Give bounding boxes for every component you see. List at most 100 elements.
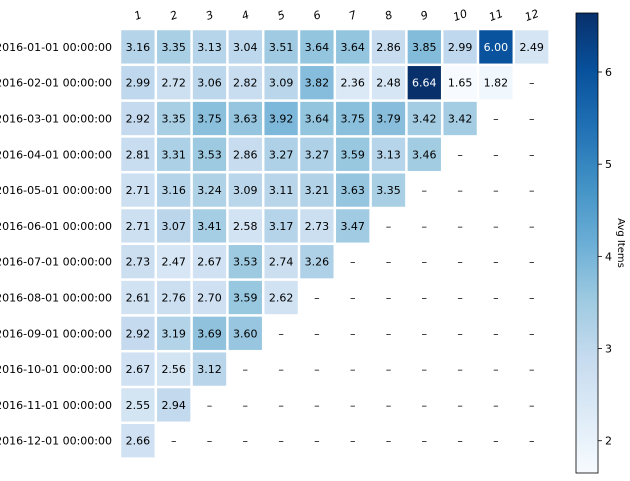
cell-rect	[228, 245, 262, 279]
cell-value-label: 3.12	[197, 363, 222, 376]
heatmap-cell: –	[457, 220, 463, 233]
heatmap-cell: 3.06	[192, 66, 227, 100]
heatmap-cell: –	[457, 327, 463, 340]
row-label: 2016-02-01 00:00:00	[0, 77, 112, 90]
cell-missing-label: –	[278, 435, 284, 448]
cell-missing-label: –	[529, 113, 535, 126]
cell-value-label: 3.51	[269, 41, 294, 54]
cell-rect	[192, 101, 227, 136]
row-label: 2016-12-01 00:00:00	[0, 435, 112, 448]
cell-rect	[443, 66, 477, 100]
cell-missing-label: –	[493, 327, 499, 340]
cell-missing-label: –	[422, 292, 428, 305]
heatmap-cell: 3.13	[371, 137, 406, 171]
heatmap-cell: 2.99	[121, 66, 155, 100]
cell-rect	[228, 173, 262, 207]
heatmap-cell: 3.64	[300, 101, 334, 136]
cell-rect	[407, 30, 441, 64]
cell-rect	[300, 245, 334, 279]
cell-value-label: 3.92	[269, 113, 294, 126]
heatmap-cell: 3.59	[336, 137, 370, 171]
column-header-1: 1	[133, 8, 144, 23]
colorbar-tick-label: 6	[605, 66, 612, 79]
heatmap-cell: –	[529, 77, 535, 90]
cell-missing-label: –	[457, 220, 463, 233]
cell-rect	[300, 30, 334, 64]
cell-value-label: 2.47	[161, 256, 186, 269]
heatmap-cell: –	[457, 256, 463, 269]
cell-value-label: 3.09	[233, 184, 258, 197]
cell-value-label: 2.70	[197, 292, 222, 305]
heatmap-cell: –	[493, 435, 499, 448]
cell-missing-label: –	[457, 292, 463, 305]
cell-value-label: 2.67	[126, 363, 151, 376]
cell-rect	[407, 137, 441, 171]
heatmap-cell: –	[422, 220, 428, 233]
cell-value-label: 3.06	[197, 77, 222, 90]
cell-rect	[407, 66, 441, 100]
cell-value-label: 3.64	[305, 41, 330, 54]
heatmap-cell: 2.71	[121, 173, 155, 207]
cell-rect	[371, 173, 406, 207]
heatmap-cell: 1.82	[479, 66, 513, 100]
column-header-6: 6	[312, 8, 323, 23]
cell-rect	[157, 66, 191, 100]
cell-missing-label: –	[493, 184, 499, 197]
heatmap-cell: 3.64	[336, 30, 370, 64]
cell-value-label: 2.66	[126, 435, 151, 448]
cell-rect	[515, 30, 549, 64]
heatmap-cell: –	[386, 292, 392, 305]
cell-value-label: 1.65	[448, 77, 473, 90]
cell-rect	[157, 30, 191, 64]
cell-value-label: 2.48	[376, 77, 401, 90]
cell-value-label: 3.82	[305, 77, 330, 90]
cell-rect	[264, 66, 298, 100]
cell-missing-label: –	[386, 399, 392, 412]
column-header-5: 5	[276, 8, 287, 23]
cell-missing-label: –	[386, 363, 392, 376]
heatmap-cell: –	[350, 292, 356, 305]
cell-value-label: 3.41	[197, 220, 222, 233]
heatmap-cell: 2.73	[300, 209, 334, 243]
cell-missing-label: –	[529, 148, 535, 161]
cell-missing-label: –	[457, 435, 463, 448]
cell-rect	[407, 101, 441, 136]
cell-missing-label: –	[493, 435, 499, 448]
heatmap-cell: –	[529, 113, 535, 126]
heatmap-cell: –	[207, 435, 213, 448]
cell-missing-label: –	[386, 435, 392, 448]
cell-value-label: 3.35	[161, 41, 186, 54]
cell-value-label: 2.72	[161, 77, 186, 90]
cell-value-label: 2.55	[126, 399, 151, 412]
heatmap-cell: 3.27	[300, 137, 334, 171]
heatmap-cell: –	[529, 256, 535, 269]
cell-value-label: 3.16	[126, 41, 151, 54]
heatmap-cell: –	[243, 399, 249, 412]
cell-missing-label: –	[422, 363, 428, 376]
cell-value-label: 3.69	[197, 327, 222, 340]
cell-rect	[157, 101, 191, 136]
cell-missing-label: –	[457, 184, 463, 197]
heatmap-cell: –	[529, 292, 535, 305]
cell-missing-label: –	[350, 292, 356, 305]
cell-rect	[121, 30, 155, 64]
heatmap-cell: 3.82	[300, 66, 334, 100]
heatmap-cell: –	[314, 363, 320, 376]
cell-rect	[371, 66, 406, 100]
cell-rect	[192, 137, 227, 171]
cell-missing-label: –	[457, 399, 463, 412]
cell-rect	[371, 137, 406, 171]
heatmap-cell: 3.21	[300, 173, 334, 207]
cell-missing-label: –	[314, 399, 320, 412]
cell-missing-label: –	[529, 292, 535, 305]
heatmap-cell: –	[386, 363, 392, 376]
cell-value-label: 3.59	[233, 292, 258, 305]
cell-rect	[479, 30, 513, 64]
column-header-4: 4	[240, 8, 251, 23]
cell-rect	[264, 30, 298, 64]
cell-value-label: 3.46	[412, 148, 437, 161]
cell-value-label: 2.94	[161, 399, 186, 412]
cell-rect	[228, 30, 262, 64]
cell-value-label: 2.67	[197, 256, 222, 269]
cell-rect	[300, 101, 334, 136]
